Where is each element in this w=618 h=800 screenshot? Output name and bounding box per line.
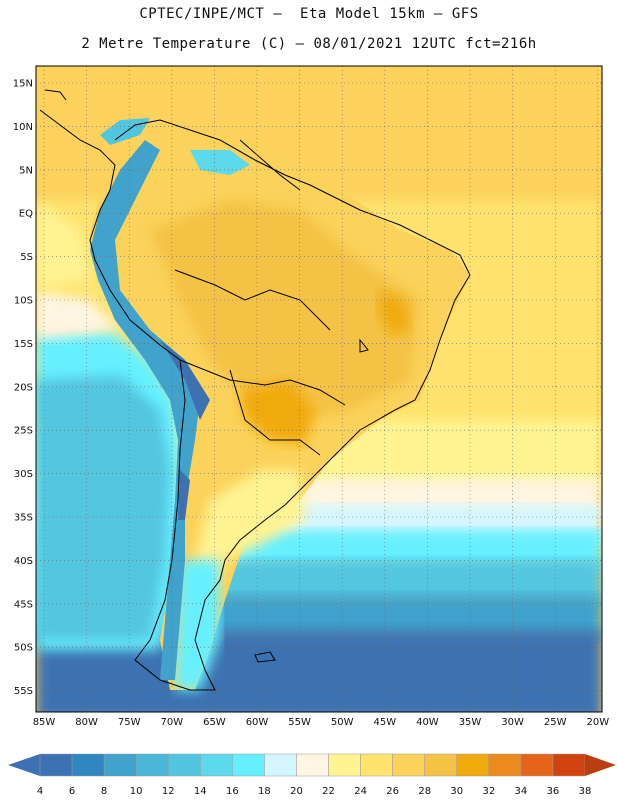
latitude-labels: 15N 10N 5N EQ 5S 10S 15S 20S 25S 30S 35S 40S 45S 50S 5… [13,79,33,698]
colorbar-swatch [392,753,425,777]
colorbar-tick-label: 36 [547,786,560,797]
latitude-label: 50S [14,643,33,654]
colorbar-swatch [39,753,73,777]
latitude-label: 15N [13,79,33,90]
colorbar-tick-label: 10 [130,786,143,797]
latitude-label: 25S [14,426,33,437]
latitude-label: 10N [13,122,33,133]
longitude-labels: 85W 80W 75W 70W 65W 60W 55W 50W 45W 40W 35W 30W 25W 2… [33,717,610,728]
longitude-label: 65W [203,717,226,728]
colorbar-tick-label: 38 [579,786,592,797]
colorbar-tick-label: 34 [515,786,528,797]
colorbar-swatch [488,753,522,777]
colorbar-tick-label: 12 [162,786,175,797]
longitude-label: 60W [246,717,269,728]
colorbar-swatch [71,753,105,777]
latitude-label: 45S [14,599,33,610]
colorbar-swatch [135,753,169,777]
colorbar-tick-label: 24 [354,786,367,797]
temperature-map: 15N 10N 5N EQ 5S 10S 15S 20S 25S 30S 35S 40S 45S 50S 5… [13,65,610,728]
colorbar-swatch [200,753,233,777]
colorbar-swatch [520,753,554,777]
colorbar-swatch [232,753,265,777]
colorbar-swatch [456,753,490,777]
colorbar-tick-label: 16 [226,786,239,797]
longitude-label: 25W [544,717,567,728]
latitude-label: 35S [14,513,33,524]
longitude-label: 45W [373,717,396,728]
colorbar-high-arrow [585,754,616,776]
colorbar-swatch [296,753,329,777]
map-title-line2: 2 Metre Temperature (C) – 08/01/2021 12U… [81,36,537,52]
coastline [39,89,471,691]
colorbar-swatch [167,753,201,777]
map-title-line1: CPTEC/INPE/MCT – Eta Model 15km – GFS [139,6,479,22]
latitude-label: 30S [14,469,33,480]
latitude-label: 40S [14,556,33,567]
latitude-label: 55S [14,686,33,697]
colorbar-swatch [424,753,458,777]
latitude-label: EQ [19,209,33,220]
colorbar-tick-label: 14 [194,786,207,797]
longitude-label: 50W [331,717,354,728]
longitude-label: 30W [501,717,524,728]
colorbar-swatch [360,753,393,777]
latitude-label: 15S [14,339,33,350]
latitude-label: 5N [19,165,33,176]
temperature-field [36,66,602,712]
colorbar-swatch [552,753,586,777]
colorbar-tick-label: 4 [37,786,43,797]
longitude-label: 40W [416,717,439,728]
latitude-label: 10S [14,296,33,307]
colorbar-tick-label: 18 [258,786,271,797]
longitude-label: 75W [118,717,141,728]
colorbar-tick-label: 6 [69,786,75,797]
map-frame [35,65,603,713]
colorbar: 4 6 8 10 12 14 16 18 20 22 24 26 28 30 32 34 36 38 [8,753,616,797]
colorbar-low-arrow [8,754,40,776]
colorbar-swatch [103,753,137,777]
longitude-label: 85W [33,717,56,728]
longitude-label: 35W [459,717,482,728]
longitude-label: 70W [160,717,183,728]
colorbar-tick-label: 22 [322,786,335,797]
colorbar-tick-label: 8 [101,786,107,797]
latitude-label: 5S [20,252,33,263]
colorbar-tick-label: 30 [450,786,463,797]
longitude-label: 80W [75,717,98,728]
colorbar-swatch [328,753,361,777]
colorbar-tick-label: 28 [418,786,431,797]
longitude-label: 20W [586,717,609,728]
colorbar-tick-label: 20 [290,786,303,797]
longitude-label: 55W [288,717,311,728]
colorbar-tick-label: 32 [482,786,495,797]
colorbar-swatch [264,753,297,777]
colorbar-tick-label: 26 [386,786,399,797]
latitude-label: 20S [14,382,33,393]
